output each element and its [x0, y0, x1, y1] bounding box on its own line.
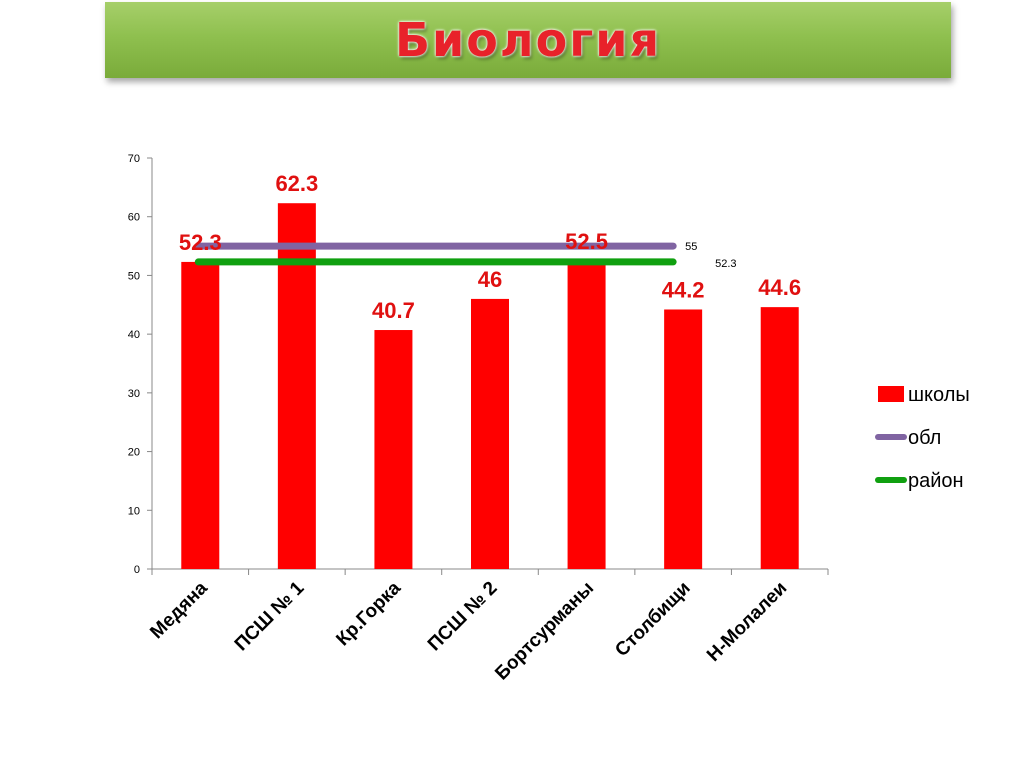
bar: [567, 260, 606, 569]
raion-line-label: 52.3: [715, 258, 736, 270]
bar: [277, 203, 316, 569]
legend-label: район: [908, 470, 964, 492]
bar: [760, 307, 799, 569]
bar: [471, 298, 509, 569]
data-label: 62.3: [275, 171, 318, 196]
bar: [181, 261, 220, 569]
category-label: ПСШ № 1: [231, 577, 309, 655]
category-label: Кр.Горка: [332, 577, 405, 650]
category-label: Медяна: [146, 577, 212, 643]
category-label: Н-Молалеи: [703, 578, 791, 666]
page-title: Биология: [395, 13, 661, 67]
data-label: 44.2: [662, 277, 705, 302]
y-tick-label: 60: [128, 212, 140, 224]
y-tick-label: 40: [128, 329, 140, 341]
data-label: 52.5: [565, 229, 608, 254]
y-tick-label: 0: [134, 564, 140, 576]
legend-label: обл: [908, 427, 941, 449]
legend-swatch-bar: [878, 386, 904, 402]
y-tick-label: 30: [128, 388, 140, 400]
bar: [374, 330, 413, 569]
data-label: 40.7: [372, 298, 415, 323]
legend-label: школы: [908, 384, 970, 406]
data-label: 52.3: [179, 230, 222, 255]
obl-line-label: 55: [685, 241, 697, 253]
y-tick-label: 20: [128, 447, 140, 459]
y-tick-label: 10: [128, 505, 140, 517]
y-tick-label: 70: [128, 153, 140, 165]
category-label: Столбищи: [611, 578, 694, 661]
category-label: ПСШ № 2: [424, 578, 502, 656]
title-banner: Биология: [105, 2, 951, 78]
data-label: 46: [478, 267, 502, 292]
category-label: Бортсурманы: [491, 578, 598, 685]
y-tick-label: 50: [128, 270, 140, 282]
bar: [664, 309, 703, 569]
data-label: 44.6: [758, 275, 801, 300]
